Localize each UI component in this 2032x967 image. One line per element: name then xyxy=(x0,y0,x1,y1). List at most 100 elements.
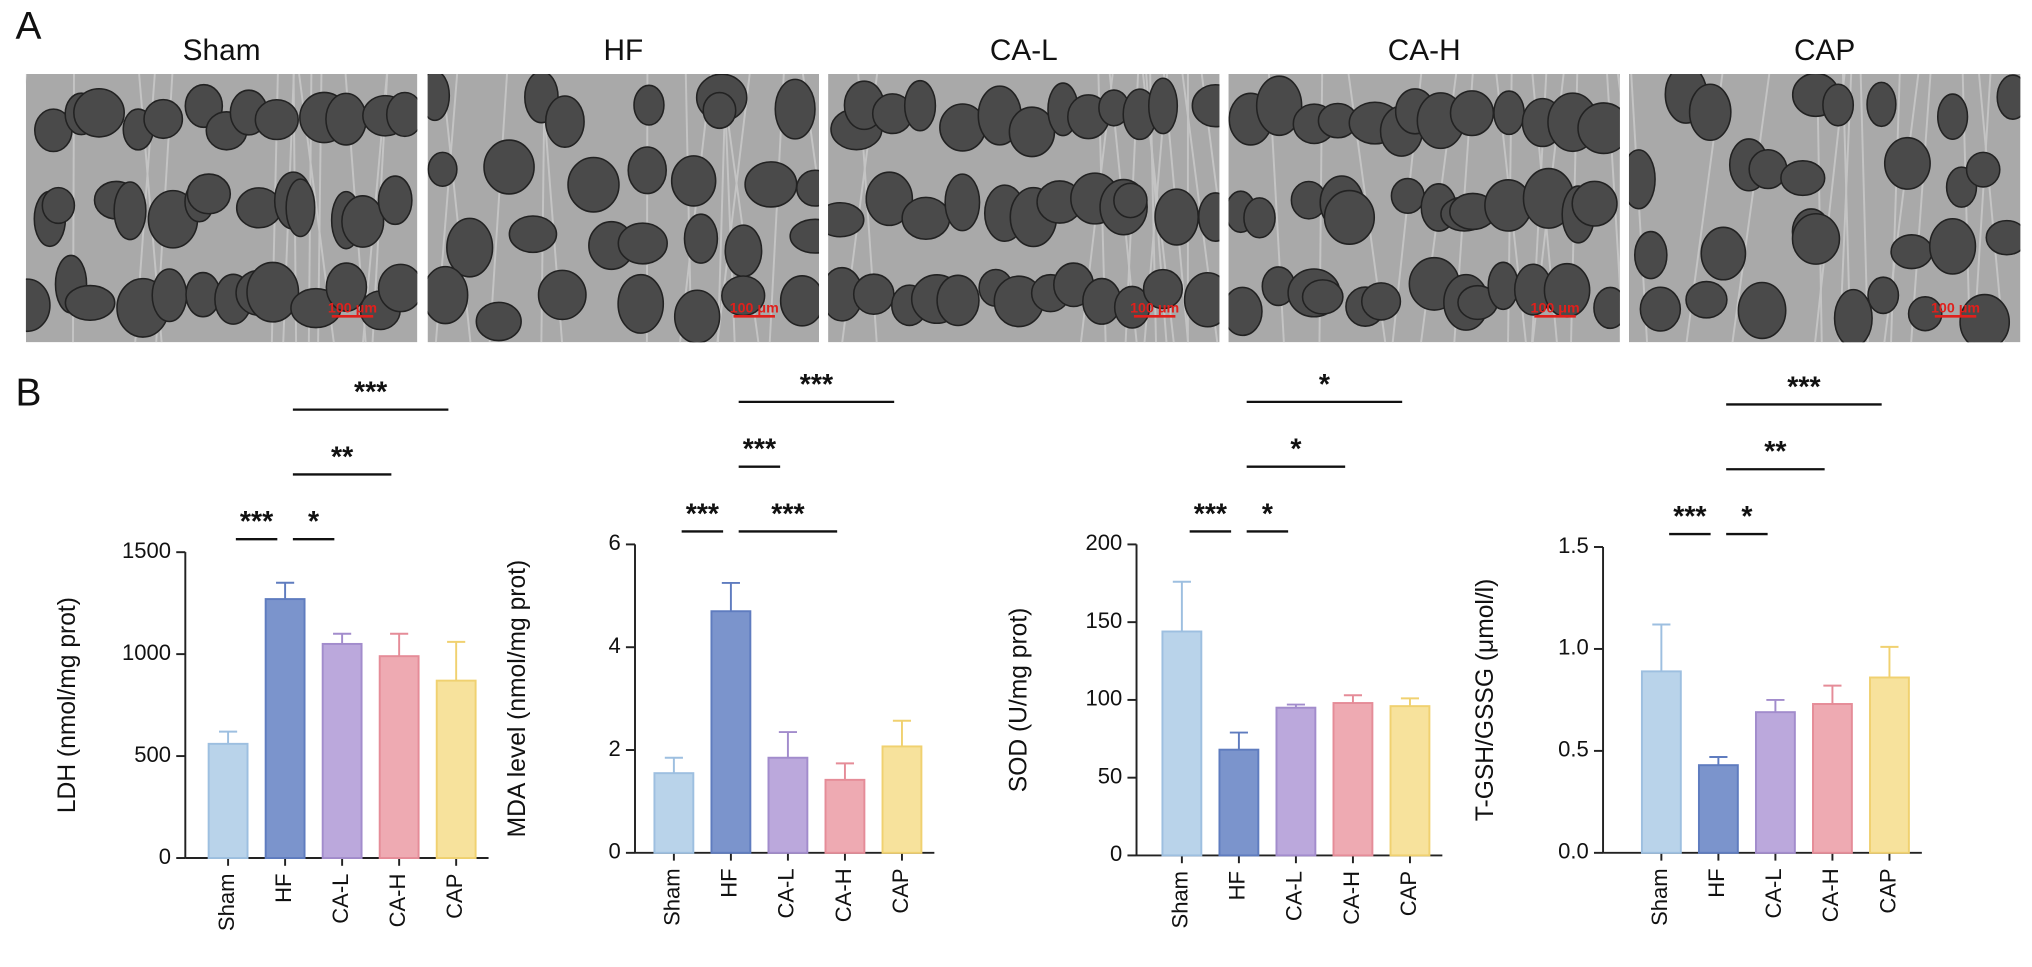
significance-label: * xyxy=(1319,369,1331,401)
y-tick-label: 0 xyxy=(1110,841,1122,866)
mitochondrion xyxy=(744,161,798,208)
mitochondrion xyxy=(285,178,316,238)
x-tick-label: HF xyxy=(1225,871,1250,900)
mitochondrion xyxy=(617,222,668,265)
mitochondrion xyxy=(567,156,620,213)
mitochondrion xyxy=(901,196,951,241)
mitochondrion xyxy=(186,173,232,215)
significance-label: *** xyxy=(1787,371,1821,403)
micrograph-content xyxy=(1228,73,1620,343)
mitochondrion xyxy=(1360,282,1402,321)
mitochondrion xyxy=(724,224,763,278)
x-tick-label: CA-L xyxy=(328,874,353,924)
striation xyxy=(1910,73,1932,343)
scale-bar-label: 100 μm xyxy=(730,300,779,316)
micrograph xyxy=(1628,73,2021,343)
mitochondrion xyxy=(1197,192,1220,242)
bar xyxy=(767,756,809,854)
mitochondrion xyxy=(795,169,820,207)
striation xyxy=(1731,73,1771,343)
x-tick-label: CA-H xyxy=(385,874,410,928)
mitochondrion xyxy=(1985,219,2021,256)
mitochondrion xyxy=(475,301,522,342)
bar xyxy=(653,772,695,854)
mitochondrion xyxy=(683,213,719,264)
bar xyxy=(264,598,306,859)
x-tick-label: Sham xyxy=(660,868,685,926)
striation xyxy=(1816,73,1823,343)
micrograph-content xyxy=(828,73,1220,343)
x-tick-label: CA-L xyxy=(774,868,799,918)
significance-label: ** xyxy=(331,441,354,473)
bar xyxy=(321,642,363,859)
scale-bar-label: 100 μm xyxy=(328,300,377,316)
mitochondrion xyxy=(627,146,667,195)
x-tick-label: CAP xyxy=(1396,871,1421,916)
y-tick-label: 500 xyxy=(134,742,171,767)
mitochondrion xyxy=(1577,102,1620,155)
y-tick-label: 50 xyxy=(1098,763,1123,788)
bar xyxy=(378,655,420,859)
mitochondrion xyxy=(113,181,147,241)
y-axis-label: SOD (U/mg prot) xyxy=(1005,608,1032,793)
mitochondrion xyxy=(1688,83,1732,142)
mitochondrion xyxy=(1639,286,1682,332)
mitochondrion xyxy=(774,78,816,140)
bar xyxy=(207,742,249,859)
mitochondrion xyxy=(1685,280,1728,319)
mitochondrion xyxy=(1147,77,1179,135)
bar xyxy=(1697,764,1739,854)
image-title: Sham xyxy=(183,34,261,67)
micrograph xyxy=(427,73,820,343)
significance-label: *** xyxy=(771,498,805,530)
y-tick-label: 2 xyxy=(608,736,620,761)
micrograph xyxy=(828,73,1220,343)
mitochondrion xyxy=(1833,288,1873,343)
image-title: HF xyxy=(603,34,643,67)
mitochondrion xyxy=(1183,271,1220,328)
mitochondrion xyxy=(936,274,980,327)
mitochondrion xyxy=(1907,296,1943,332)
bar xyxy=(1332,702,1374,857)
mitochondrion xyxy=(1936,93,1969,141)
y-tick-label: 0 xyxy=(608,839,620,864)
mitochondrion xyxy=(1593,286,1620,330)
bar xyxy=(881,745,923,854)
mitochondrion xyxy=(427,151,458,187)
mitochondrion xyxy=(246,261,300,323)
mitochondrion xyxy=(1866,81,1897,128)
mitochondrion xyxy=(617,273,665,334)
x-tick-label: Sham xyxy=(1168,871,1193,929)
mitochondrion xyxy=(325,262,368,312)
y-axis-label: MDA level (nmol/mg prot) xyxy=(504,560,531,838)
significance-label: * xyxy=(1741,501,1753,533)
mitochondrion xyxy=(544,95,585,148)
mitochondrion xyxy=(1928,217,1977,275)
mitochondrion xyxy=(64,284,116,321)
x-tick-label: CAP xyxy=(442,874,467,919)
mitochondrion xyxy=(1487,261,1519,311)
mitochondrion xyxy=(1142,268,1184,310)
significance-label: *** xyxy=(1194,498,1228,530)
mitochondrion xyxy=(1780,160,1826,197)
mitochondrion xyxy=(446,217,494,278)
mitochondrion xyxy=(1890,234,1933,270)
y-tick-label: 6 xyxy=(608,530,620,555)
mitochondrion xyxy=(779,275,820,327)
x-tick-label: HF xyxy=(271,874,296,903)
significance-label: ** xyxy=(1764,436,1787,468)
mitochondrion xyxy=(1449,90,1495,137)
mitochondrion xyxy=(385,91,418,138)
bar xyxy=(1218,748,1260,857)
mitochondrion xyxy=(1390,177,1425,215)
bar xyxy=(1812,703,1853,854)
mitochondrion xyxy=(1228,286,1263,337)
mitochondrion xyxy=(903,79,937,132)
panel-label: B xyxy=(16,372,42,415)
mitochondrion xyxy=(41,186,76,225)
y-axis-label: T-GSH/GSSG (μmol/l) xyxy=(1472,579,1499,822)
mitochondrion xyxy=(427,73,451,122)
panel-label: A xyxy=(16,5,42,48)
